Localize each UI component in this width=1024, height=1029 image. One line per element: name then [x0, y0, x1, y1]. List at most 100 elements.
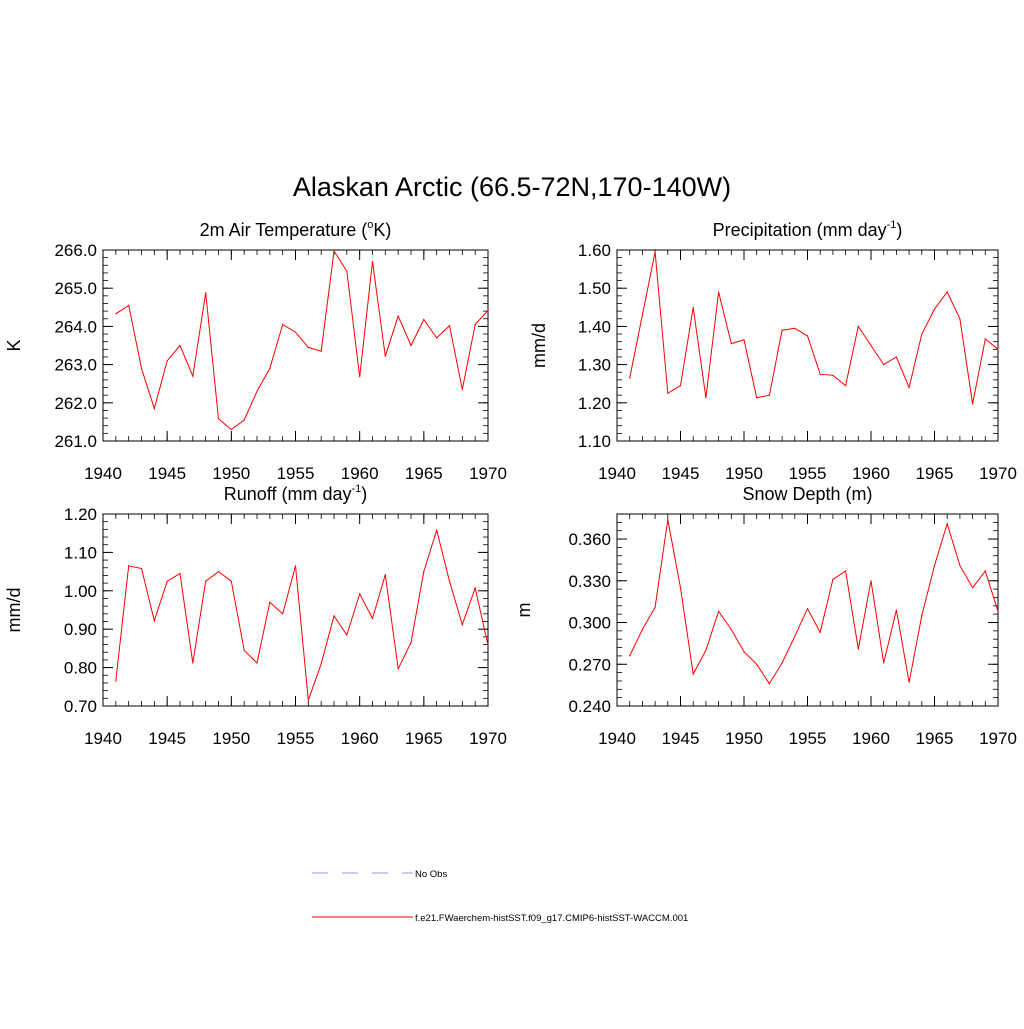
data-point — [243, 419, 245, 421]
panel-title-main: Runoff (mm day — [224, 484, 352, 504]
data-point — [205, 292, 207, 294]
data-point — [629, 655, 631, 657]
data-point — [705, 397, 707, 399]
data-point — [984, 338, 986, 340]
x-tick-label: 1960 — [852, 464, 890, 483]
data-point — [921, 333, 923, 335]
data-point — [908, 386, 910, 389]
data-point — [269, 367, 271, 369]
x-tick-label: 1950 — [725, 464, 763, 483]
legend: No Obs f.e21.FWaerchem-histSST.f09_g17.C… — [312, 869, 688, 924]
x-tick-label: 1955 — [789, 729, 827, 748]
panel-snow-depth: Snow Depth (m) 1940 1945 1950 1955 1960 1965 19… — [514, 484, 1017, 748]
y-tick-label: 0.270 — [568, 655, 611, 674]
figure-title: Alaskan Arctic (66.5-72N,170-140W) — [293, 172, 731, 202]
data-point — [895, 356, 898, 358]
x-tick-label: 1970 — [979, 729, 1017, 748]
data-point — [333, 250, 335, 252]
data-point — [679, 587, 682, 589]
data-point — [819, 631, 821, 633]
data-point — [294, 565, 297, 567]
data-point — [115, 680, 117, 682]
data-point — [448, 325, 451, 327]
data-point — [294, 331, 297, 333]
x-tick-label: 1965 — [916, 464, 954, 483]
y-tick-label: 0.90 — [64, 620, 97, 639]
legend-obs-label: No Obs — [415, 869, 447, 880]
data-point — [359, 376, 361, 378]
data-point — [921, 615, 923, 617]
data-point — [768, 394, 771, 396]
data-point — [166, 360, 168, 362]
data-point — [972, 587, 974, 589]
data-point — [140, 367, 143, 369]
y-tick-label: 0.240 — [568, 697, 611, 716]
x-tick-label: 1970 — [979, 464, 1017, 483]
panel-title-main: Snow Depth (m) — [742, 484, 872, 504]
x-tick-label: 1955 — [277, 729, 315, 748]
y-tick-label: 0.300 — [568, 614, 611, 633]
data-point — [718, 610, 720, 613]
data-point — [946, 291, 948, 293]
x-tick-label: 1965 — [405, 464, 443, 483]
data-point — [410, 344, 412, 347]
y-tick-label: 0.330 — [568, 572, 611, 591]
panel-title-superscript: -1 — [351, 483, 361, 495]
data-point — [972, 403, 974, 405]
panel-title: Snow Depth (m) — [742, 484, 872, 504]
data-point — [730, 343, 732, 345]
panel-title-tail: K) — [373, 220, 391, 240]
data-point — [217, 571, 220, 573]
x-tick-label: 1950 — [212, 729, 250, 748]
data-point — [692, 306, 694, 308]
data-point — [179, 344, 181, 347]
data-point — [819, 373, 821, 375]
data-point — [474, 323, 476, 326]
data-point — [933, 564, 936, 567]
data-point — [166, 580, 168, 582]
data-point — [307, 346, 309, 348]
data-point — [629, 377, 631, 379]
panel-title: Runoff (mm day-1) — [224, 483, 368, 504]
data-point — [794, 327, 796, 329]
data-point — [256, 662, 258, 664]
data-point — [908, 681, 910, 683]
y-tick-label: 265.0 — [54, 279, 97, 298]
y-tick-label: 1.60 — [578, 241, 611, 260]
data-point — [806, 335, 809, 337]
series-line — [629, 519, 999, 685]
panel-title: Precipitation (mm day-1) — [713, 219, 903, 240]
data-point — [397, 668, 399, 670]
data-point — [384, 574, 386, 576]
x-tick-label: 1940 — [598, 464, 636, 483]
data-point — [384, 355, 386, 357]
data-point — [730, 628, 732, 631]
data-point — [217, 418, 220, 420]
data-point — [845, 385, 847, 387]
data-point — [641, 628, 644, 631]
data-point — [436, 529, 438, 531]
plot-frame — [616, 513, 999, 707]
data-point — [997, 610, 999, 613]
y-tick-label: 1.40 — [578, 317, 611, 336]
data-point — [933, 308, 936, 310]
panel-title-main: Precipitation (mm day — [713, 220, 887, 240]
x-tick-label: 1960 — [341, 729, 379, 748]
data-point — [448, 580, 451, 582]
x-tick-label: 1970 — [469, 464, 507, 483]
data-point — [423, 318, 425, 321]
data-point — [487, 644, 489, 646]
x-tick-label: 1945 — [662, 729, 700, 748]
data-point — [371, 617, 374, 620]
data-point — [883, 364, 885, 366]
data-point — [946, 523, 948, 525]
data-point — [230, 580, 232, 582]
data-point — [743, 651, 745, 653]
data-point — [487, 309, 489, 311]
data-point — [667, 519, 669, 521]
data-point — [781, 662, 783, 664]
x-tick-label: 1955 — [789, 464, 827, 483]
y-tick-label: 1.20 — [578, 394, 611, 413]
data-point — [371, 260, 374, 263]
